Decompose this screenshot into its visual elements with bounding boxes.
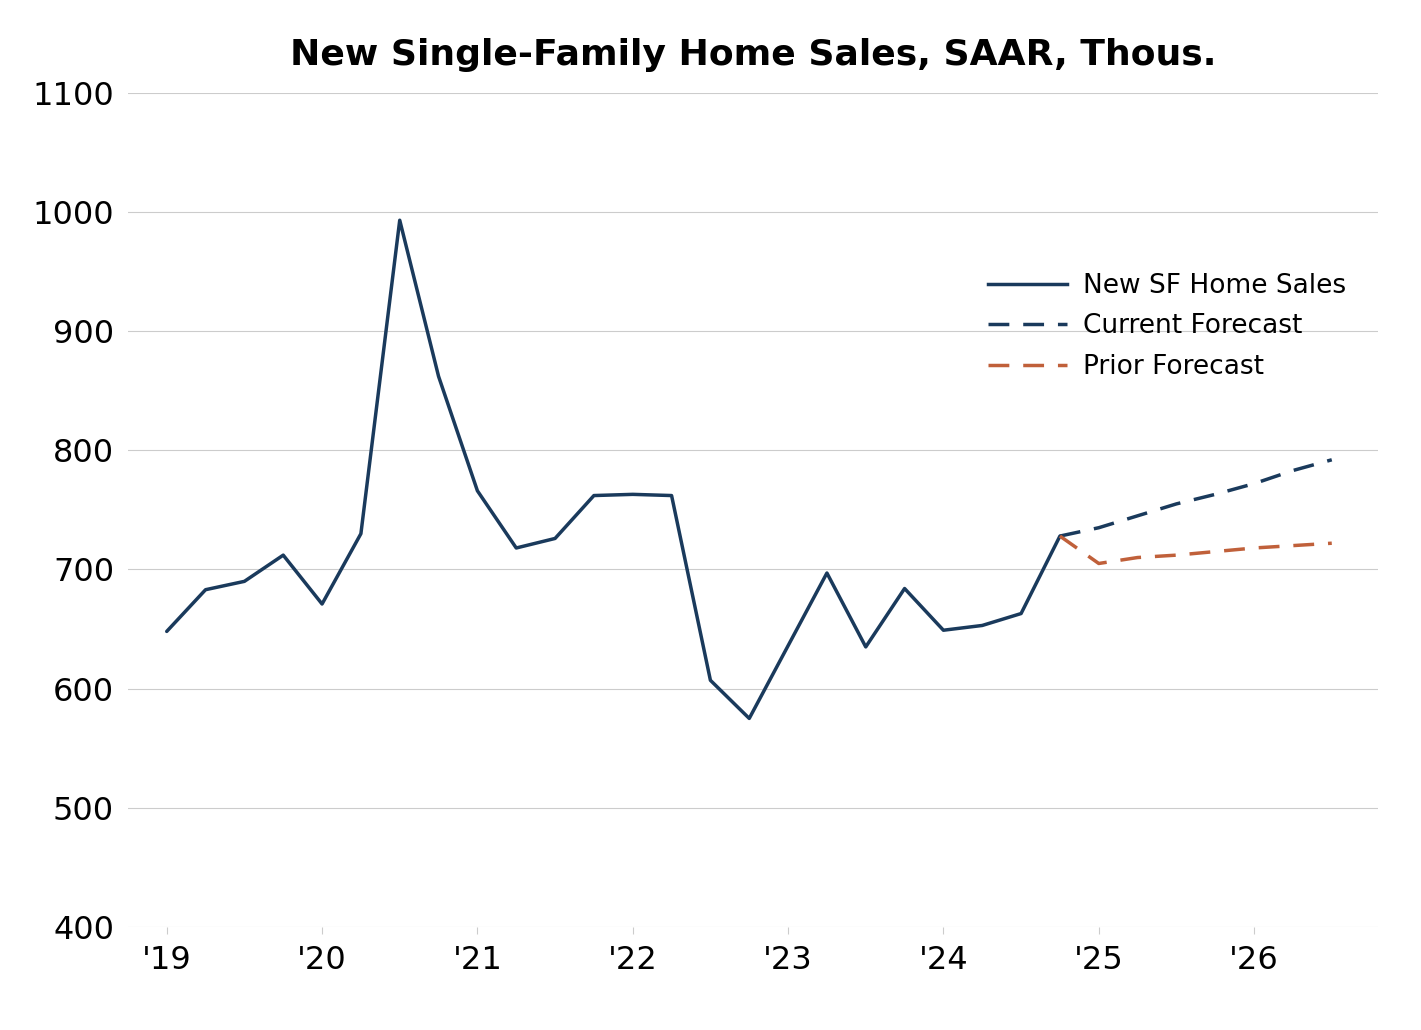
Legend: New SF Home Sales, Current Forecast, Prior Forecast: New SF Home Sales, Current Forecast, Pri… (988, 273, 1347, 380)
Title: New Single-Family Home Sales, SAAR, Thous.: New Single-Family Home Sales, SAAR, Thou… (290, 38, 1216, 72)
